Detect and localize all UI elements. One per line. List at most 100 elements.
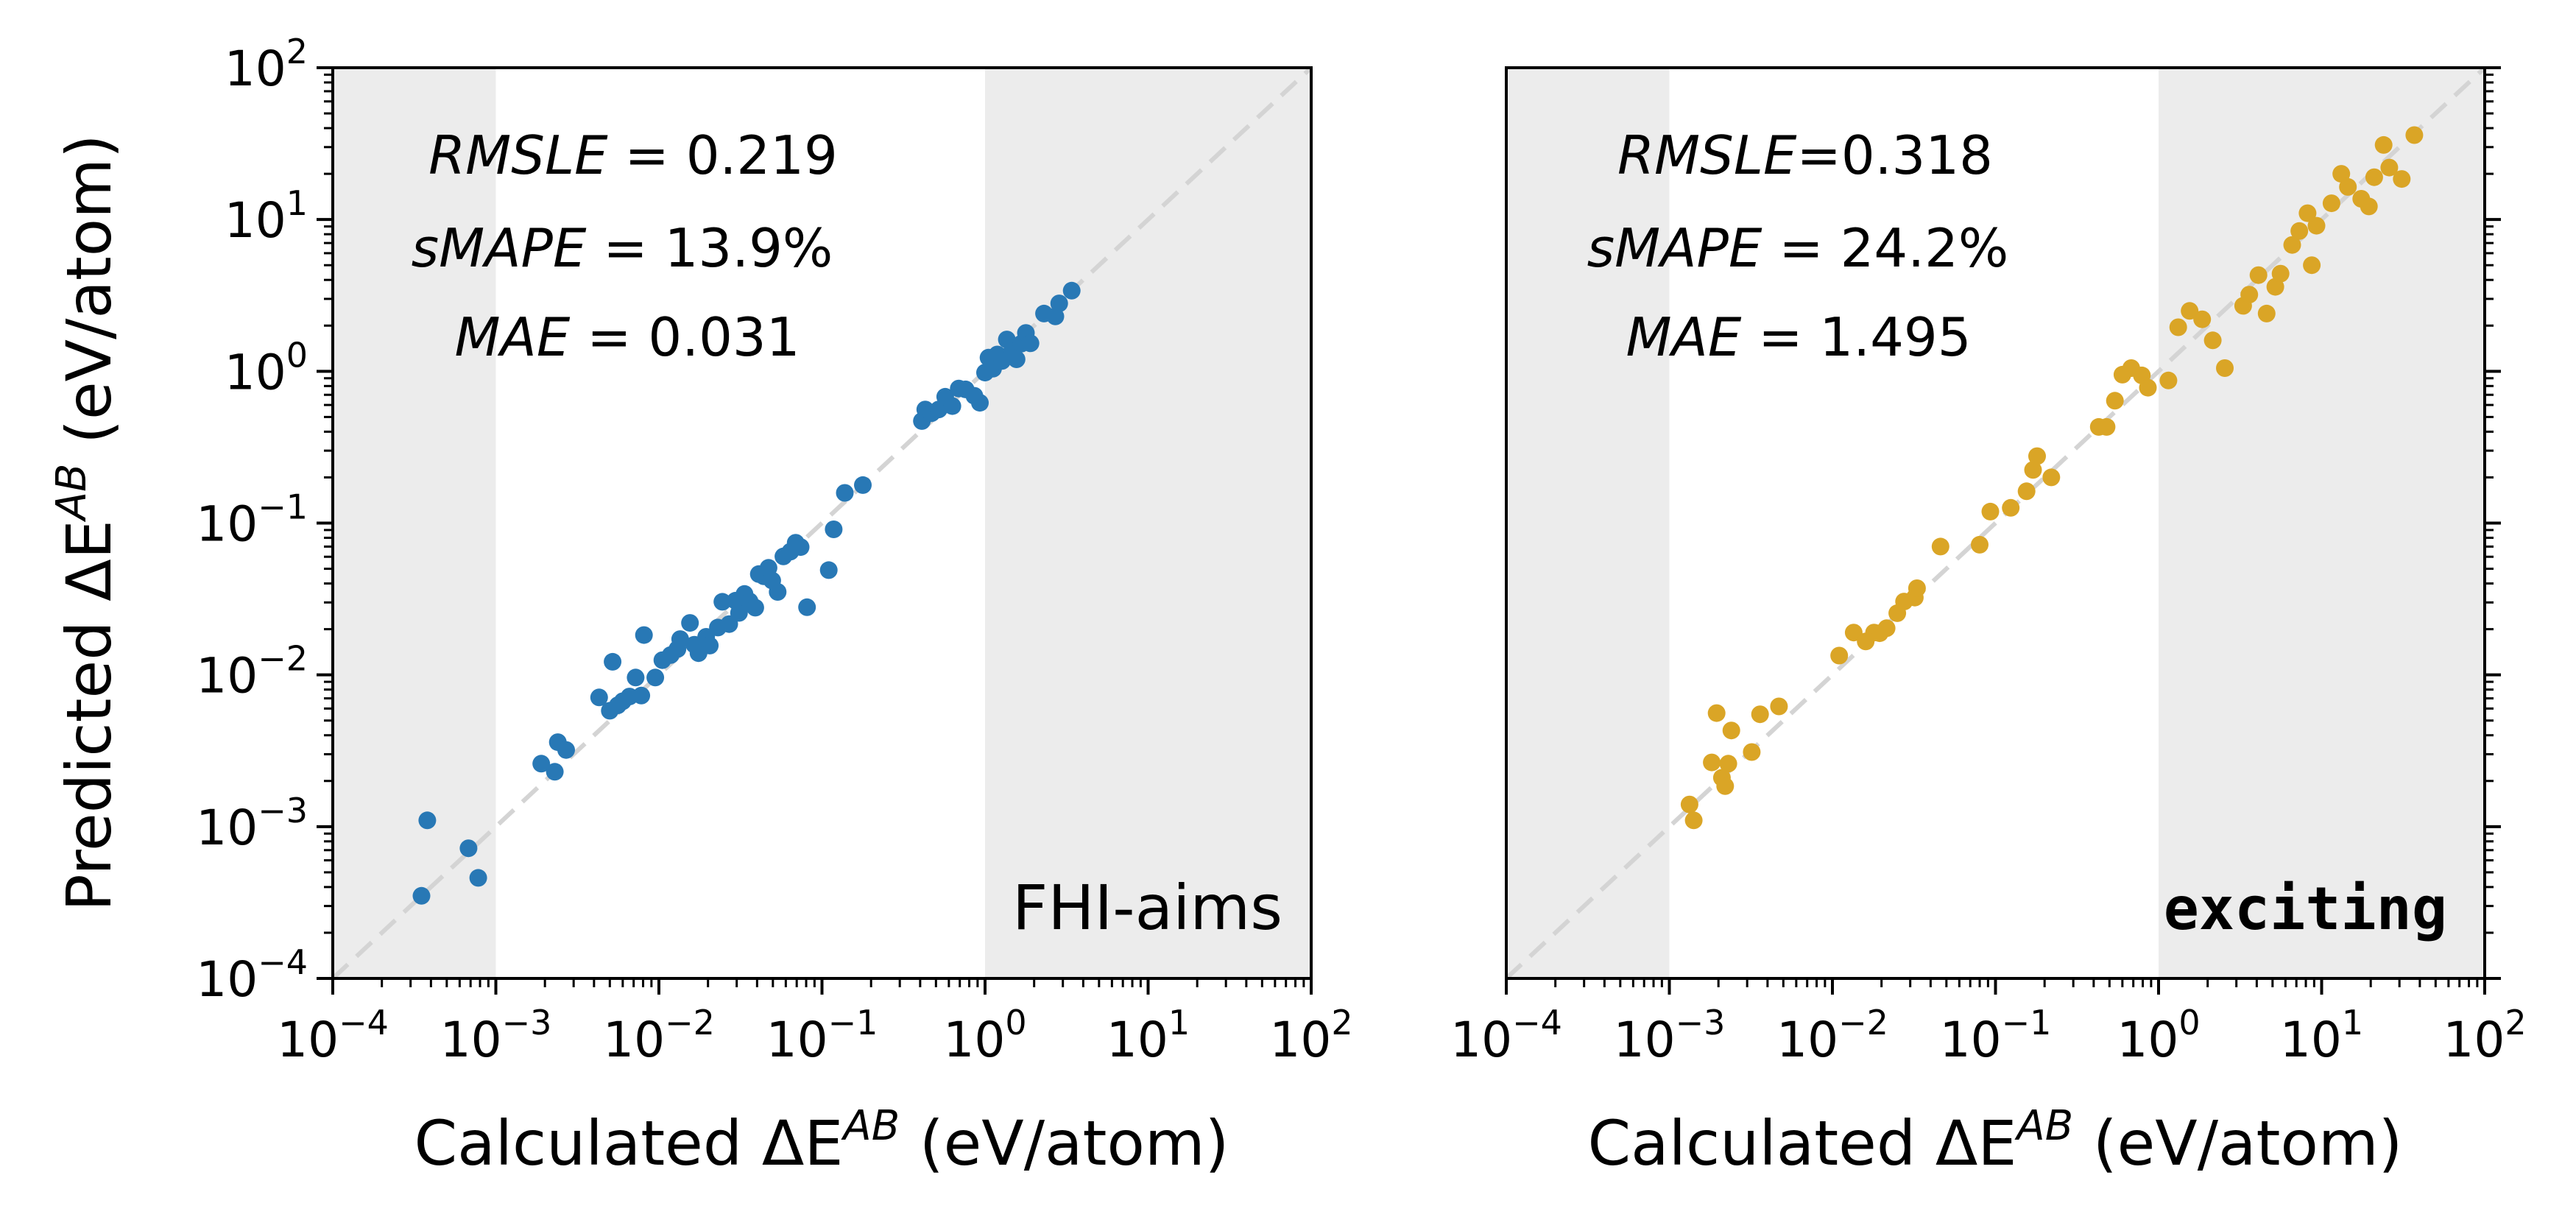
metric-smape: sMAPE = 13.9%: [412, 217, 833, 279]
y-tick-label: 102: [225, 32, 308, 97]
data-point: [2159, 371, 2178, 389]
data-point: [854, 476, 872, 494]
x-tick-label: 101: [1107, 1003, 1190, 1068]
x-tick-label: 102: [1269, 1003, 1352, 1068]
data-point: [1877, 619, 1896, 638]
data-point: [2203, 331, 2222, 350]
data-point: [2360, 197, 2378, 216]
data-point: [746, 599, 764, 617]
y-tick-label: 100: [225, 335, 308, 400]
data-point: [2290, 222, 2309, 240]
x-tick-label: 100: [943, 1003, 1026, 1068]
data-point: [1684, 811, 1703, 830]
data-point: [1722, 721, 1740, 740]
data-point: [2002, 498, 2020, 517]
data-point: [2405, 126, 2424, 144]
data-point: [713, 593, 732, 611]
data-point: [825, 521, 843, 538]
data-point: [418, 811, 437, 830]
data-point: [2017, 482, 2036, 501]
x-axis-label: Calculated ΔEAB (eV/atom): [414, 1102, 1229, 1179]
data-point: [2181, 302, 2199, 320]
y-tick-label: 10−4: [196, 942, 308, 1008]
data-point: [604, 652, 622, 671]
data-point: [1830, 646, 1849, 665]
x-tick-label: 101: [2280, 1003, 2363, 1068]
panel-fhi-aims: 10−4 10−3 10−2 10−1 100 101 102 10−4 10−3 10−2 10…: [48, 32, 1353, 1179]
metric-mae: MAE = 1.495: [1626, 306, 1971, 368]
data-point: [2249, 266, 2268, 284]
data-point: [681, 614, 699, 632]
data-point: [1007, 350, 1026, 368]
y-tick-label: 10−1: [196, 487, 308, 553]
x-tick-label: 10−4: [277, 1003, 389, 1068]
x-tick-label: 100: [2117, 1003, 2200, 1068]
y-axis-label: Predicted ΔEAB (eV/atom): [48, 134, 125, 911]
data-point: [2028, 447, 2046, 465]
metrics-box: RMSLE = 0.219 sMAPE = 13.9% MAE = 0.031: [412, 124, 838, 368]
metric-mae: MAE = 0.031: [454, 306, 800, 368]
data-point: [730, 604, 748, 622]
data-point: [1707, 704, 1726, 722]
x-tick-label: 10−3: [440, 1003, 552, 1068]
data-point: [2193, 310, 2212, 328]
data-point: [546, 763, 564, 781]
data-point: [2106, 392, 2124, 410]
data-point: [1931, 537, 1949, 556]
data-point: [971, 394, 989, 412]
y-tick-label: 10−3: [196, 791, 308, 856]
x-tick-label: 10−3: [1614, 1003, 1726, 1068]
data-point: [2139, 378, 2157, 397]
metric-rmsle: RMSLE=0.318: [1617, 124, 1993, 186]
panel-label: exciting: [2164, 875, 2447, 943]
shaded-region-low: [333, 68, 496, 978]
data-point: [2169, 318, 2187, 336]
x-axis-label: Calculated ΔEAB (eV/atom): [1588, 1102, 2403, 1179]
data-point: [819, 561, 838, 579]
data-point: [1971, 535, 1989, 554]
data-point: [791, 538, 810, 557]
data-point: [2240, 286, 2259, 304]
data-point: [1981, 502, 2000, 521]
data-point: [798, 598, 816, 616]
data-point: [2307, 216, 2326, 235]
data-point: [2024, 461, 2042, 479]
data-point: [701, 636, 719, 654]
data-point: [1680, 795, 1698, 814]
data-point: [632, 686, 651, 705]
metric-rmsle: RMSLE = 0.219: [428, 124, 838, 186]
axis-ticks: [1505, 66, 2501, 995]
x-tick-label: 10−1: [1940, 1003, 2052, 1068]
data-point: [769, 583, 787, 601]
data-point: [2216, 359, 2234, 377]
data-point: [412, 886, 431, 905]
data-point: [1021, 334, 1040, 353]
x-tick-label: 10−2: [603, 1003, 715, 1068]
data-point: [2365, 168, 2383, 186]
x-tick-labels: 10−4 10−3 10−2 10−1 100 101 102: [1450, 1003, 2527, 1068]
axis-ticks: [317, 66, 1313, 995]
metric-smape: sMAPE = 24.2%: [1587, 217, 2009, 279]
data-point: [459, 839, 478, 858]
shaded-region-low: [1506, 68, 1670, 978]
data-point: [1751, 705, 1769, 724]
data-point: [2332, 165, 2351, 183]
data-point: [671, 630, 689, 649]
data-point: [2380, 158, 2399, 177]
x-tick-label: 10−4: [1450, 1003, 1562, 1068]
panel-exciting: 10−4 10−3 10−2 10−1 100 101 102 RMSLE=0.318 sM…: [1450, 66, 2527, 1179]
data-point: [2322, 194, 2340, 213]
data-point: [557, 741, 575, 759]
data-point: [2283, 236, 2301, 254]
data-point: [2042, 468, 2061, 487]
panel-label: FHI-aims: [1012, 872, 1282, 944]
data-point: [2339, 177, 2357, 196]
data-point: [1908, 579, 1926, 597]
data-point: [532, 755, 551, 773]
data-point: [469, 869, 487, 887]
y-tick-label: 10−2: [196, 639, 308, 705]
data-point: [943, 397, 961, 415]
data-point: [646, 668, 665, 687]
data-point: [2393, 170, 2411, 188]
data-points: [412, 281, 1081, 905]
